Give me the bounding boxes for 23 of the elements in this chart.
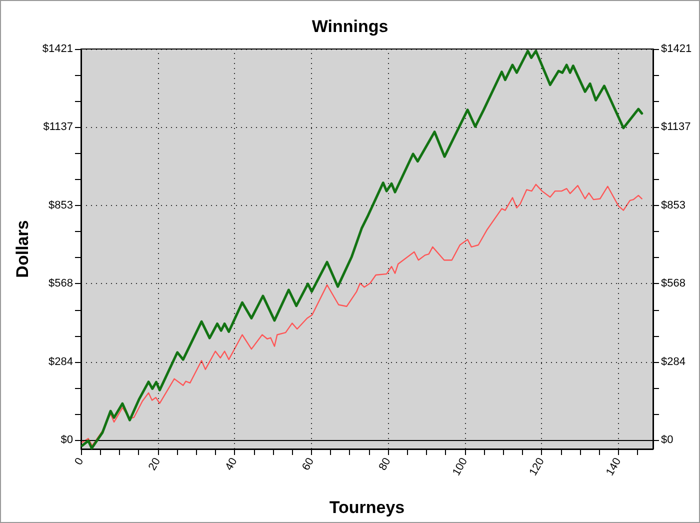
y-tick-label: $853 [48,199,73,212]
chart-title: Winnings [312,17,388,36]
y2-tick-label: $1421 [661,43,692,55]
x-tick-label: 0 [72,456,86,468]
y-tick-label: $568 [48,278,73,290]
x-tick-label: 120 [527,456,547,478]
y2-tick-label: $284 [661,356,686,368]
x-tick-label: 20 [146,456,163,473]
y-tick-label: $0 [60,434,73,446]
y2-tick-label: $0 [661,434,674,446]
y2-tick-label: $568 [661,278,686,290]
y-tick-label: $1137 [43,121,73,134]
x-tick-label: 40 [223,456,240,473]
y2-tick-label: $853 [661,199,686,212]
x-tick-label: 80 [376,456,394,473]
y-tick-label: $1421 [42,43,73,55]
y2-tick-label: $1137 [661,121,691,134]
y-tick-label: $284 [48,356,73,368]
y-axis-title: Dollars [13,220,32,278]
x-axis-title: Tourneys [329,498,405,517]
x-tick-label: 140 [604,456,624,478]
x-tick-label: 60 [300,456,317,473]
x-tick-label: 100 [450,456,470,478]
